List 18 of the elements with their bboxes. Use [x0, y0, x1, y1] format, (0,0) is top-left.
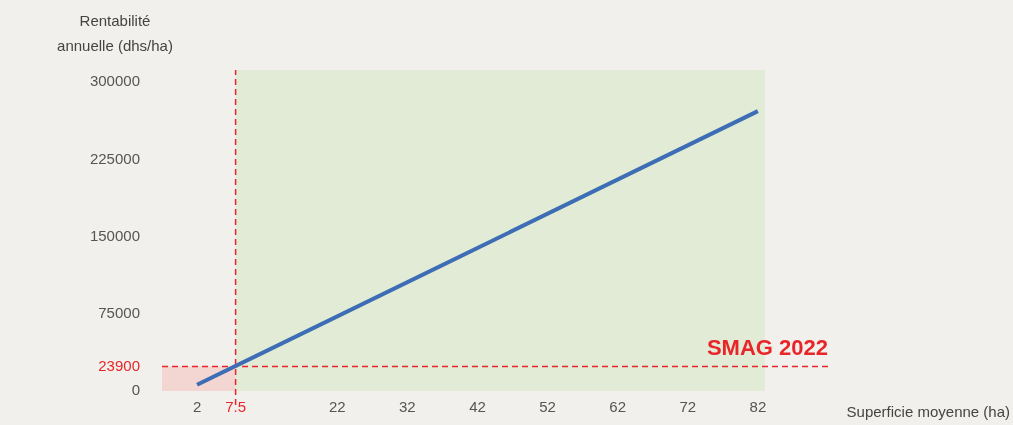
x-tick-label: 62 [609, 398, 627, 416]
ref-line-label: SMAG 2022 [706, 335, 828, 361]
y-tick-label: 23900 [98, 356, 140, 374]
y-tick-label: 75000 [98, 303, 140, 321]
y-axis-title: Rentabilité annuelle (dhs/ha) [57, 12, 173, 55]
y-tick-label: 300000 [89, 72, 140, 90]
x-axis-title: Superficie moyenne (ha) [846, 403, 1010, 421]
y-tick-label: 0 [131, 381, 140, 399]
x-tick-label: 22 [328, 398, 346, 416]
x-tick-label: 72 [679, 398, 697, 416]
x-tick-label: 7.5 [225, 398, 247, 416]
x-tick-label: 82 [749, 398, 767, 416]
x-tick-label: 52 [539, 398, 556, 416]
x-tick-label: 32 [399, 398, 416, 416]
y-tick-label: 225000 [89, 149, 140, 167]
x-tick-label: 2 [192, 398, 202, 416]
x-tick-label: 42 [469, 398, 486, 416]
y-tick-label: 150000 [89, 226, 140, 244]
